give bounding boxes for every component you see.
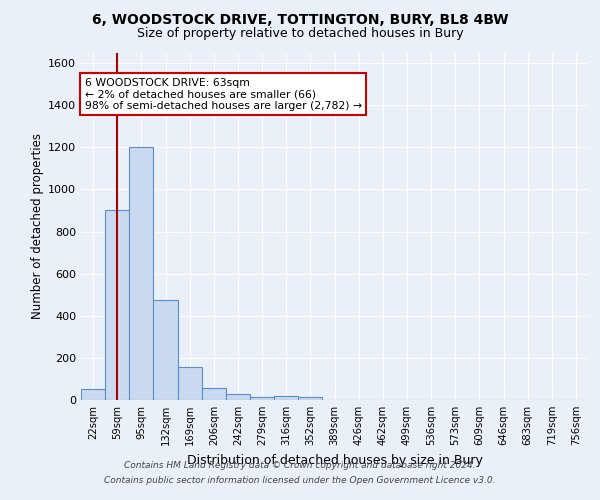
Text: Contains HM Land Registry data © Crown copyright and database right 2024.: Contains HM Land Registry data © Crown c… xyxy=(124,461,476,470)
Bar xyxy=(250,397,274,400)
X-axis label: Distribution of detached houses by size in Bury: Distribution of detached houses by size … xyxy=(187,454,482,466)
Bar xyxy=(129,148,154,400)
Text: 6, WOODSTOCK DRIVE, TOTTINGTON, BURY, BL8 4BW: 6, WOODSTOCK DRIVE, TOTTINGTON, BURY, BL… xyxy=(92,12,508,26)
Bar xyxy=(226,394,250,400)
Text: 6 WOODSTOCK DRIVE: 63sqm
← 2% of detached houses are smaller (66)
98% of semi-de: 6 WOODSTOCK DRIVE: 63sqm ← 2% of detache… xyxy=(85,78,362,111)
Bar xyxy=(178,368,202,400)
Bar xyxy=(154,300,178,400)
Y-axis label: Number of detached properties: Number of detached properties xyxy=(31,133,44,320)
Bar xyxy=(202,388,226,400)
Bar xyxy=(274,396,298,400)
Bar xyxy=(105,210,129,400)
Bar xyxy=(298,397,322,400)
Bar xyxy=(81,390,105,400)
Text: Contains public sector information licensed under the Open Government Licence v3: Contains public sector information licen… xyxy=(104,476,496,485)
Text: Size of property relative to detached houses in Bury: Size of property relative to detached ho… xyxy=(137,28,463,40)
